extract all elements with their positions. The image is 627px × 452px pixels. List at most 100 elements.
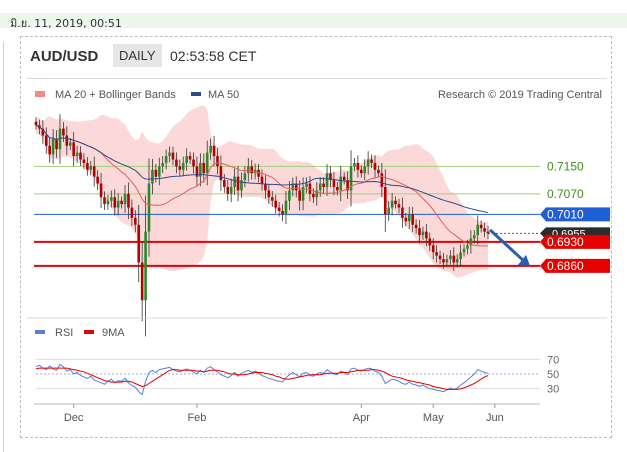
candle-body xyxy=(363,166,367,174)
candle-body xyxy=(479,224,483,229)
candle-body xyxy=(414,224,418,229)
candle-body xyxy=(116,200,120,208)
support-label: 0.6860 xyxy=(547,259,584,273)
credit-text: Research © 2019 Trading Central xyxy=(438,89,602,101)
candle-body xyxy=(243,173,247,181)
candle-body xyxy=(390,200,394,208)
rsi-tick-label: 50 xyxy=(547,369,559,381)
x-tick-label: Apr xyxy=(353,412,370,424)
candle-body xyxy=(397,204,401,208)
candle-body xyxy=(284,200,288,215)
x-tick-label: May xyxy=(423,412,444,424)
candle-body xyxy=(298,190,301,201)
candle-body xyxy=(86,162,89,170)
candle-body xyxy=(96,176,99,184)
ma50-line xyxy=(35,124,489,214)
candle-body xyxy=(164,156,168,163)
candle-body xyxy=(41,128,45,136)
candle-body xyxy=(199,162,202,177)
resistance-label: 0.7150 xyxy=(547,159,584,173)
candle-body xyxy=(377,169,380,174)
candle-body xyxy=(445,259,449,263)
candle-body xyxy=(181,162,185,170)
candle-body xyxy=(476,224,480,236)
candle-body xyxy=(250,166,254,174)
candle-body xyxy=(435,252,438,256)
rsi-ma-legend-swatch xyxy=(84,330,94,334)
rsi-line xyxy=(35,363,489,396)
candle-body xyxy=(264,183,267,191)
candle-body xyxy=(459,252,462,260)
candle-body xyxy=(425,231,428,239)
candle-body xyxy=(270,197,274,201)
candle-body xyxy=(130,207,134,218)
candle-body xyxy=(209,145,212,153)
header-divider xyxy=(27,78,607,79)
projection-arrow-shaft xyxy=(488,228,528,265)
candle-body xyxy=(421,231,425,236)
candle-body xyxy=(380,173,384,187)
candle-body xyxy=(51,138,55,155)
candle-body xyxy=(178,166,182,170)
candle-body xyxy=(291,183,295,191)
candle-body xyxy=(147,183,151,232)
ma20-legend-label: MA 20 + Bollinger Bands xyxy=(55,89,176,101)
candle-body xyxy=(411,214,414,225)
candle-body xyxy=(356,162,360,170)
candle-body xyxy=(353,162,356,167)
candle-body xyxy=(92,166,96,177)
chart-panel xyxy=(20,36,612,438)
candle-body xyxy=(103,197,106,205)
candle-body xyxy=(79,152,82,160)
candle-body xyxy=(168,152,171,157)
candle-body xyxy=(236,176,240,191)
candle-body xyxy=(110,197,113,201)
candle-body xyxy=(360,169,363,174)
candle-body xyxy=(346,180,349,191)
pair-title: AUD/USD xyxy=(30,48,99,65)
candle-body xyxy=(212,145,216,157)
candle-body xyxy=(318,183,322,191)
candle-body xyxy=(325,173,329,187)
candle-body xyxy=(75,152,79,157)
timeframe-button[interactable]: DAILY xyxy=(113,44,162,67)
candle-body xyxy=(185,156,188,163)
candle-body xyxy=(192,159,195,167)
candle-body xyxy=(339,176,343,191)
candle-body xyxy=(322,183,325,187)
candle-body xyxy=(332,180,336,187)
candle-body xyxy=(442,259,445,263)
candle-body xyxy=(281,211,284,215)
candle-body xyxy=(247,166,250,174)
x-tick-label: Jun xyxy=(486,412,504,424)
candle-body xyxy=(260,176,264,184)
candle-body xyxy=(151,169,154,184)
candle-body xyxy=(99,183,103,198)
candle-body xyxy=(175,159,178,167)
candle-body xyxy=(329,173,332,181)
candle-body xyxy=(44,135,48,146)
candle-body xyxy=(240,180,243,191)
candle-body xyxy=(82,159,86,163)
resistance-label: 0.7070 xyxy=(547,187,584,201)
date-bar: มิ.ย. 11, 2019, 00:51 xyxy=(0,13,627,30)
candle-body xyxy=(462,248,466,253)
ma50-legend-swatch xyxy=(191,92,201,96)
candle-body xyxy=(342,176,346,181)
rsi-tick-label: 70 xyxy=(547,354,559,366)
candle-body xyxy=(349,166,353,191)
candle-body xyxy=(418,228,421,236)
page-left-border xyxy=(3,42,4,452)
candle-body xyxy=(452,255,456,263)
candle-body xyxy=(161,162,164,167)
candle-body xyxy=(449,255,452,260)
candle-body xyxy=(438,255,442,260)
candle-body xyxy=(288,190,291,201)
candle-body xyxy=(466,245,469,249)
candle-body xyxy=(144,231,147,301)
candle-body xyxy=(394,200,397,205)
candle-body xyxy=(267,190,271,198)
candle-body xyxy=(205,152,209,174)
